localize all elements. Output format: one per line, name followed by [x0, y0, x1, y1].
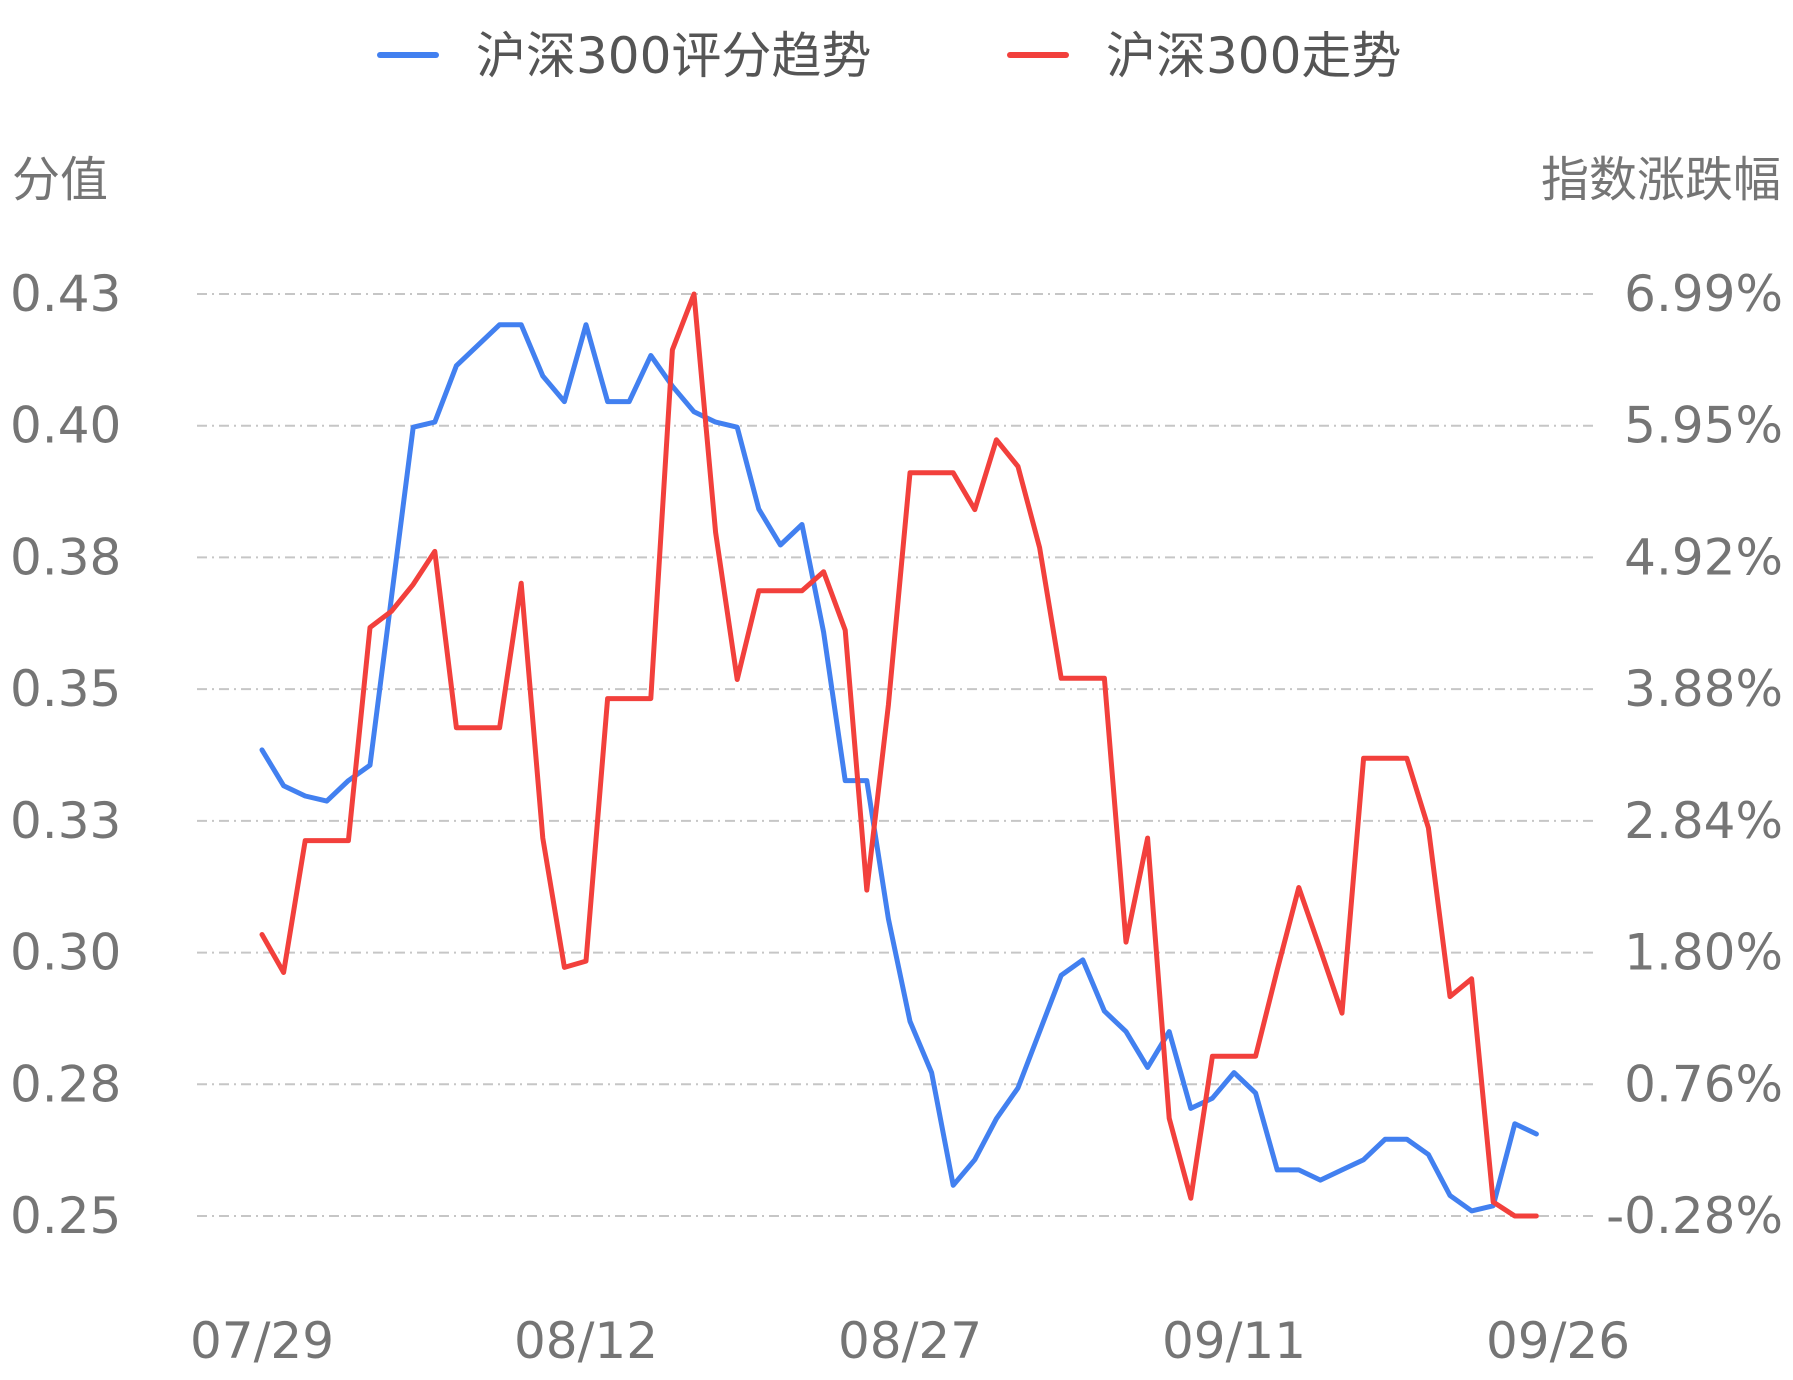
left-tick-label: 0.30 [10, 924, 121, 982]
left-tick-label: 0.28 [10, 1055, 121, 1113]
legend-label: 沪深300走势 [1106, 27, 1401, 85]
left-axis: 0.43 0.40 0.38 0.35 0.33 0.30 0.28 0.25 [10, 265, 121, 1245]
x-tick-label: 09/26 [1486, 1312, 1630, 1370]
right-tick-label: 2.84% [1624, 792, 1783, 850]
right-tick-label: 0.76% [1624, 1055, 1783, 1113]
left-tick-label: 0.40 [10, 397, 121, 455]
right-axis-label: 指数涨跌幅 [1541, 152, 1781, 208]
series-line-1 [259, 322, 1539, 1214]
series-layer [259, 291, 1539, 1219]
x-axis: 07/29 08/12 08/27 09/11 09/26 [190, 1312, 1630, 1370]
right-tick-label: 5.95% [1624, 397, 1783, 455]
series-line-2 [259, 291, 1539, 1219]
legend: 沪深300评分趋势 沪深300走势 [377, 27, 1401, 85]
legend-label: 沪深300评分趋势 [476, 27, 871, 85]
x-tick-label: 08/12 [514, 1312, 658, 1370]
left-tick-label: 0.35 [10, 660, 121, 718]
right-tick-label: 4.92% [1624, 528, 1783, 586]
right-tick-label: 6.99% [1624, 265, 1783, 323]
right-tick-label: -0.28% [1606, 1187, 1783, 1245]
right-axis: 6.99% 5.95% 4.92% 3.88% 2.84% 1.80% 0.76% -0.28… [1606, 265, 1783, 1245]
right-tick-label: 3.88% [1624, 660, 1783, 718]
gridlines [197, 293, 1598, 1217]
x-tick-label: 09/11 [1162, 1312, 1306, 1370]
left-tick-label: 0.43 [10, 265, 121, 323]
right-tick-label: 1.80% [1624, 924, 1783, 982]
left-axis-label: 分值 [12, 152, 108, 208]
left-tick-label: 0.33 [10, 792, 121, 850]
left-tick-label: 0.38 [10, 528, 121, 586]
x-tick-label: 07/29 [190, 1312, 334, 1370]
x-tick-label: 08/27 [838, 1312, 982, 1370]
left-tick-label: 0.25 [10, 1187, 121, 1245]
